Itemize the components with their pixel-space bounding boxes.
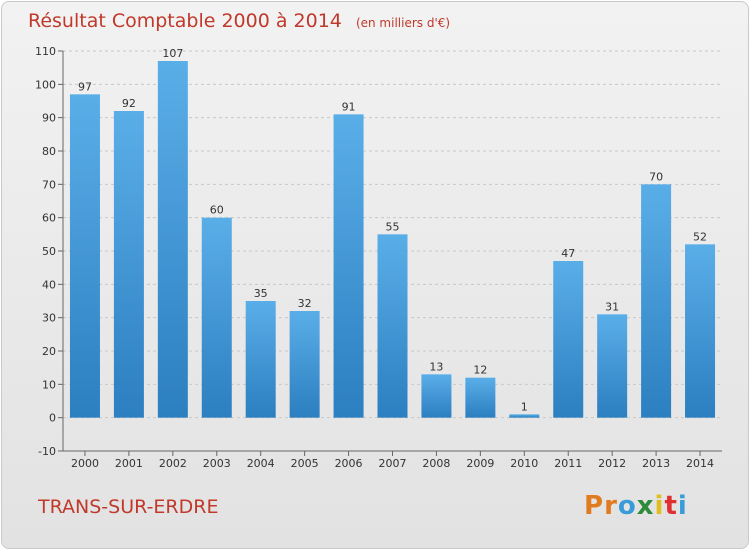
x-tick-label-2014: 2014	[686, 457, 714, 470]
x-tick-label-2009: 2009	[466, 457, 494, 470]
chart-title-text: Résultat Comptable 2000 à 2014	[28, 10, 342, 32]
logo-letter: o	[617, 491, 637, 521]
y-tick-label: 100	[35, 78, 56, 91]
bar-2008	[421, 374, 452, 418]
x-tick-label-2007: 2007	[379, 457, 407, 470]
value-label-2005: 32	[298, 297, 312, 310]
value-label-2011: 47	[561, 247, 575, 260]
value-label-2009: 12	[473, 364, 487, 377]
y-tick-label: 40	[42, 278, 56, 291]
y-tick-label: 10	[42, 378, 56, 391]
logo-letter: r	[604, 491, 618, 521]
place-name: TRANS-SUR-ERDRE	[38, 496, 219, 518]
bar-2003	[201, 217, 232, 418]
value-label-2012: 31	[605, 300, 619, 313]
bar-2012	[597, 314, 628, 418]
chart-subtitle: (en milliers d'€)	[355, 16, 451, 30]
value-label-2008: 13	[429, 360, 443, 373]
x-tick-label-2003: 2003	[203, 457, 231, 470]
y-tick-label: 30	[42, 312, 56, 325]
x-tick-label-2000: 2000	[71, 457, 99, 470]
bar-2006	[333, 114, 364, 418]
value-label-2010: 1	[521, 400, 528, 413]
y-tick-label: 110	[35, 45, 56, 58]
bar-2010	[509, 414, 540, 418]
y-tick-label: 70	[42, 178, 56, 191]
y-tick-label: 60	[42, 212, 56, 225]
bar-2000	[69, 94, 100, 418]
chart-title: Résultat Comptable 2000 à 2014 (en milli…	[28, 10, 450, 32]
proxiti-logo: Proxiti	[584, 491, 688, 521]
y-tick-label: 50	[42, 245, 56, 258]
value-label-2013: 70	[649, 170, 663, 183]
bar-2001	[113, 111, 144, 418]
y-tick-label: -10	[38, 445, 56, 458]
value-label-2014: 52	[693, 230, 707, 243]
logo-letter: i	[677, 491, 688, 521]
x-tick-label-2004: 2004	[247, 457, 275, 470]
value-label-2004: 35	[254, 287, 268, 300]
value-label-2000: 97	[78, 80, 92, 93]
x-tick-label-2002: 2002	[159, 457, 187, 470]
value-label-2002: 107	[162, 47, 183, 60]
x-tick-label-2001: 2001	[115, 457, 143, 470]
logo-letter: t	[664, 491, 678, 521]
logo-letter: i	[654, 491, 665, 521]
logo-letter: x	[636, 491, 655, 521]
bar-2009	[465, 377, 496, 418]
x-tick-label-2008: 2008	[422, 457, 450, 470]
value-label-2001: 92	[122, 97, 136, 110]
value-label-2007: 55	[386, 220, 400, 233]
x-tick-label-2005: 2005	[291, 457, 319, 470]
x-tick-label-2013: 2013	[642, 457, 670, 470]
y-tick-label: 20	[42, 345, 56, 358]
bar-2005	[289, 311, 320, 418]
x-tick-label-2010: 2010	[510, 457, 538, 470]
logo-letter: P	[584, 491, 605, 521]
bar-2013	[641, 184, 672, 418]
bar-2014	[685, 244, 716, 418]
value-label-2003: 60	[210, 204, 224, 217]
bar-2007	[377, 234, 408, 418]
x-tick-label-2011: 2011	[554, 457, 582, 470]
x-tick-label-2006: 2006	[335, 457, 363, 470]
bar-2002	[157, 61, 188, 418]
y-tick-label: 80	[42, 145, 56, 158]
bar-2004	[245, 301, 276, 418]
value-label-2006: 91	[342, 100, 356, 113]
y-tick-label: 0	[49, 412, 56, 425]
x-tick-label-2012: 2012	[598, 457, 626, 470]
y-tick-label: 90	[42, 112, 56, 125]
bar-2011	[553, 261, 584, 418]
